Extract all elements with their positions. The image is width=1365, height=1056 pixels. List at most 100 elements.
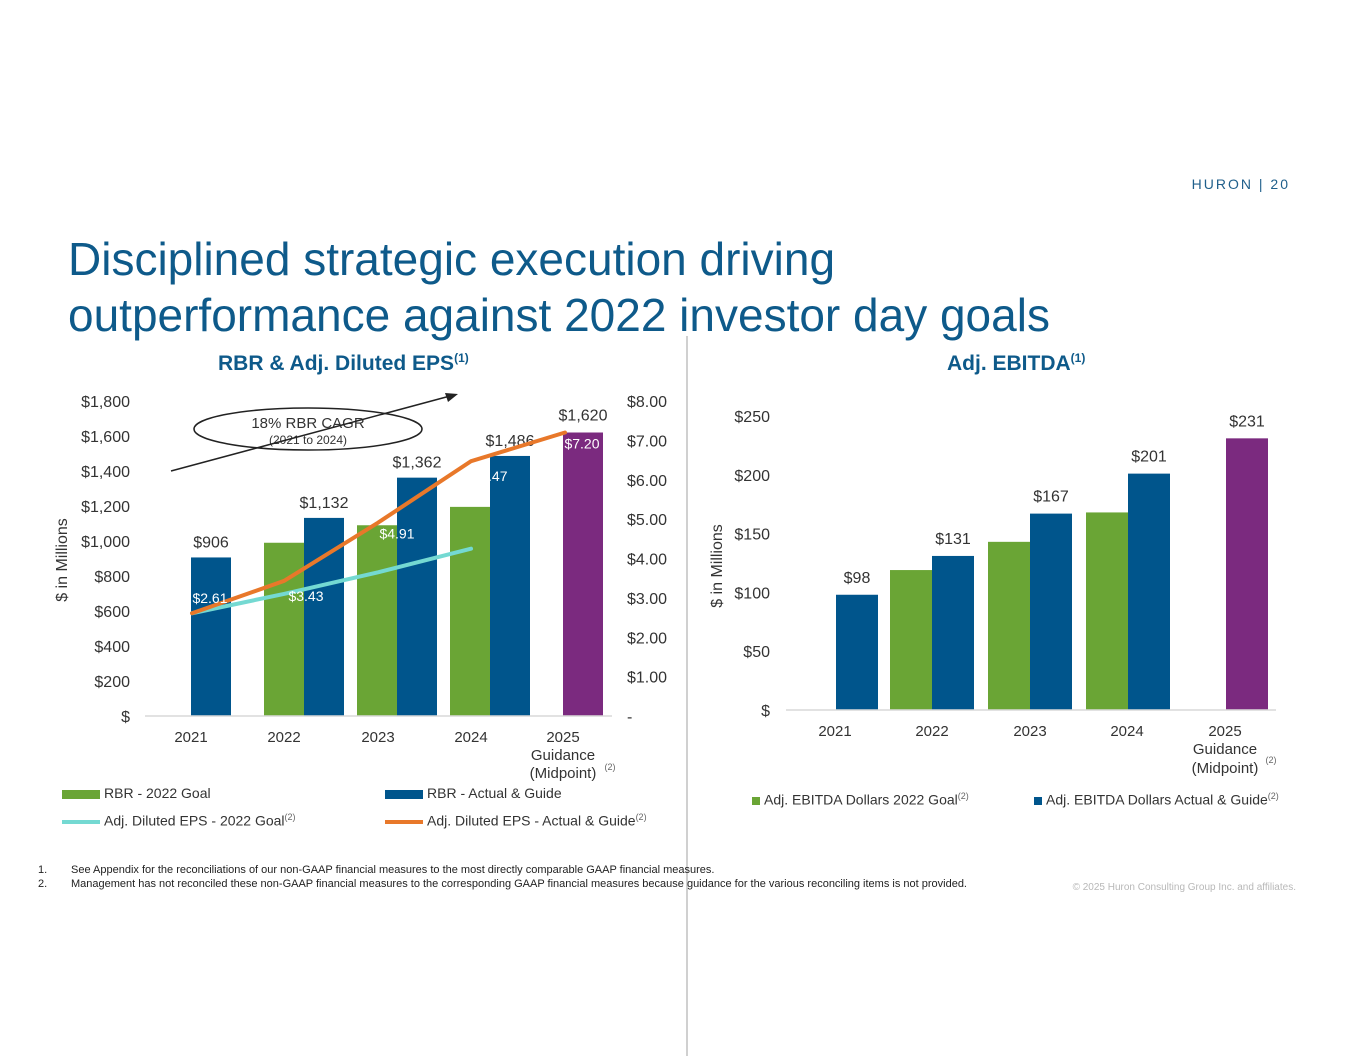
copyright: © 2025 Huron Consulting Group Inc. and a… [1072,882,1296,893]
bar-ebitda-actual [1128,473,1170,710]
y2-tick-label: $5.00 [627,512,667,529]
x-tick-label: 2023 [361,729,394,746]
bar-data-label: $201 [1131,449,1167,466]
bar-rbr-guidance [563,432,603,716]
legend-sup: (2) [284,812,296,822]
legend-rbr-goal: RBR - 2022 Goal [62,785,211,801]
legend-label: Adj. EBITDA Dollars 2022 Goal [764,791,958,808]
rbr-eps-title-sup: (1) [454,351,469,365]
ebitda-title-text: Adj. EBITDA [947,352,1071,375]
y2-tick-label: $8.00 [627,394,667,411]
eps-data-label: $7.20 [564,436,599,452]
y-tick-label: $1,800 [81,394,130,411]
line-eps-actual [190,430,567,616]
y-tick-label: $400 [94,639,130,656]
legend-label: RBR - Actual & Guide [427,785,562,801]
legend-sup: (2) [635,812,647,822]
x-tick-label-extra: Guidance [1193,741,1257,758]
bar-ebitda-guidance [1226,438,1268,710]
x-tick-label: 2022 [267,729,300,746]
legend-sup: (2) [1267,791,1279,801]
x-tick-label: 2022 [915,723,948,740]
legend-swatch-green [62,789,100,799]
y2-tick-label: $4.00 [627,552,667,569]
bar-rbr-goal [450,506,490,716]
y-axis-label: $ in Millions [54,518,71,602]
x-tick-label: 2021 [174,729,207,746]
x-tick-label-extra: (Midpoint) [1192,760,1259,777]
bar-rbr-actual [397,477,437,716]
x-tick-label: 2025 [1208,723,1241,740]
bar-data-label: $231 [1229,413,1265,430]
bar-rbr-actual [490,455,530,716]
footnote-number: 1. [38,864,48,876]
legend-label: RBR - 2022 Goal [104,785,211,801]
bar-data-label: $1,620 [559,408,608,425]
bar-rbr-actual [304,517,344,716]
bar-ebitda-actual [1030,513,1072,710]
bar-ebitda-goal [890,570,932,710]
y-tick-label: $1,400 [81,464,130,481]
brand-page-number: HURON | 20 [1191,176,1290,192]
bar-data-label: $98 [844,570,871,587]
footnote-text: Management has not reconciled these non-… [71,878,967,890]
x-tick-label-extra: (Midpoint) [530,765,597,782]
ebitda-title-sup: (1) [1070,351,1086,365]
legend-eps-goal: Adj. Diluted EPS - 2022 Goal(2) [62,812,296,829]
legend-eps-actual: Adj. Diluted EPS - Actual & Guide(2) [385,812,647,829]
bar-data-label: $906 [193,534,229,551]
chart-divider [686,336,688,1056]
ebitda-chart: $ $50 $100 $150 $200 $250 $ in Millions $98 $131… [709,409,1277,777]
y-tick-label: $800 [94,569,130,586]
y-tick-label: $1,600 [81,429,130,446]
bar-ebitda-actual [836,594,878,710]
eps-data-label: $2.61 [192,590,227,606]
y-axis-label: $ in Millions [709,524,726,608]
bar-rbr-goal [357,525,397,716]
y-tick-label: $200 [734,468,770,485]
y-tick-label: $250 [734,409,770,426]
y-tick-label: $ [121,709,130,726]
bar-ebitda-goal [1086,512,1128,710]
legend-swatch-blue [1034,796,1042,805]
x-tick-label: 2025 [546,729,579,746]
footnote-number: 2. [38,878,48,890]
x-tick-label: 2024 [454,729,487,746]
rbr-eps-chart: $ $200 $400 $600 $800 $1,000 $1,200 $1,400 $1,60… [54,393,667,782]
eps-data-label: $6.47 [472,468,507,484]
page-title-line-2: outperformance against 2022 investor day… [68,288,1050,341]
y-tick-label: $100 [734,585,770,602]
y2-tick-label: $2.00 [627,630,667,647]
legend-ebitda-goal: Adj. EBITDA Dollars 2022 Goal(2) [752,791,969,808]
y2-tick-label: $7.00 [627,433,667,450]
y-tick-label: $600 [94,604,130,621]
rbr-eps-chart-title: RBR & Adj. Diluted EPS(1) [218,351,469,376]
legend-label: Adj. EBITDA Dollars Actual & Guide [1046,791,1268,808]
footnote-2: 2. Management has not reconciled these no… [38,877,1038,891]
y-tick-label: $50 [743,644,770,661]
footnotes: 1. See Appendix for the reconciliations o… [38,863,1038,891]
cagr-annotation-subtext: (2021 to 2024) [269,433,347,447]
x-tick-label-sup: (2) [605,762,616,772]
legend-swatch-green [752,796,760,805]
legend-swatch-orange [385,819,423,824]
page-title: Disciplined strategic execution driving … [68,231,1268,343]
legend-ebitda-actual: Adj. EBITDA Dollars Actual & Guide(2) [1034,791,1279,808]
footnote-1: 1. See Appendix for the reconciliations o… [38,863,1038,877]
line-eps-goal [190,546,473,616]
bar-rbr-actual [191,557,231,716]
bar-data-label: $1,132 [300,495,349,512]
cagr-annotation-text: 18% RBR CAGR [251,415,365,432]
rbr-eps-title-text: RBR & Adj. Diluted EPS [218,352,455,375]
legend-label: Adj. Diluted EPS - 2022 Goal [104,812,285,829]
legend-swatch-teal [62,819,100,824]
page-title-line-1: Disciplined strategic execution driving [68,232,836,285]
bar-rbr-goal [264,542,304,716]
y2-tick-label: $3.00 [627,591,667,608]
legend-label: Adj. Diluted EPS - Actual & Guide [427,812,636,829]
y2-tick-label: $6.00 [627,473,667,490]
y-tick-label: $1,200 [81,499,130,516]
eps-data-label: $4.91 [379,526,414,542]
cagr-arrow-head [445,393,458,402]
bar-data-label: $1,362 [393,455,442,472]
